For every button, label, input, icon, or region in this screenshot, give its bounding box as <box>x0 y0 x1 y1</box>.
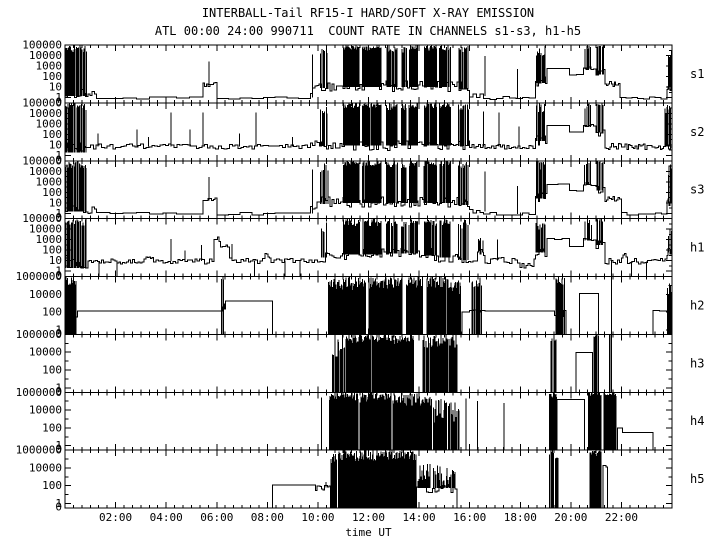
ytick-label-h5-0: 0 <box>55 501 62 514</box>
ytick-label-h5-100: 100 <box>42 479 62 492</box>
ytick-label-s1-1: 1 <box>55 91 62 104</box>
xtick-label-10:00: 10:00 <box>301 511 334 524</box>
ytick-label-h4-1: 1 <box>55 439 62 452</box>
xtick-label-20:00: 20:00 <box>554 511 587 524</box>
figure-title: INTERBALL-Tail RF15-I HARD/SOFT X-RAY EM… <box>201 6 535 20</box>
ytick-label-s1-0: 0 <box>55 95 62 108</box>
ytick-label-h1-100000: 100000 <box>22 212 62 225</box>
ytick-label-h3-10000: 10000 <box>29 346 62 359</box>
panel-label-h5: h5 <box>690 472 704 486</box>
ytick-label-h4-0: 0 <box>55 443 62 456</box>
bursts-h5 <box>330 450 602 508</box>
ytick-label-h1-10: 10 <box>49 254 62 267</box>
xtick-label-16:00: 16:00 <box>453 511 486 524</box>
panel-label-s1: s1 <box>690 67 704 81</box>
panel-label-s2: s2 <box>690 125 704 139</box>
ytick-label-h5-10000: 10000 <box>29 461 62 474</box>
ytick-label-h3-0: 0 <box>55 385 62 398</box>
ytick-label-s1-10000: 10000 <box>29 49 62 62</box>
ytick-label-s2-1: 1 <box>55 149 62 162</box>
figure-subtitle: ATL 00:00 24:00 990711 COUNT RATE IN CHA… <box>154 24 582 38</box>
panel-label-h2: h2 <box>690 298 704 312</box>
ytick-label-s1-100: 100 <box>42 70 62 83</box>
ytick-label-s3-10000: 10000 <box>29 165 62 178</box>
xtick-label-12:00: 12:00 <box>352 511 385 524</box>
panel-label-h1: h1 <box>690 241 704 255</box>
ytick-label-s1-1000: 1000 <box>36 60 63 73</box>
ytick-label-h1-1000: 1000 <box>36 233 63 246</box>
x-axis-title: time UT <box>345 526 392 539</box>
xtick-label-06:00: 06:00 <box>200 511 233 524</box>
ytick-label-h4-1000000: 1000000 <box>16 386 62 399</box>
ytick-label-h1-100: 100 <box>42 244 62 257</box>
ytick-label-h3-1000000: 1000000 <box>16 328 62 341</box>
bursts-s2 <box>65 102 673 153</box>
spikes-s1 <box>208 54 519 99</box>
ytick-label-s1-100000: 100000 <box>22 39 62 52</box>
ytick-label-h5-1000000: 1000000 <box>16 444 62 457</box>
ytick-label-s3-0: 0 <box>55 211 62 224</box>
ytick-label-s2-100000: 100000 <box>22 96 62 109</box>
baseline-s2 <box>65 124 672 152</box>
panel-label-h3: h3 <box>690 356 704 370</box>
ytick-label-h4-100: 100 <box>42 421 62 434</box>
spikes-s2 <box>97 111 520 147</box>
ytick-label-h4-10000: 10000 <box>29 404 62 417</box>
bursts-s3 <box>65 160 672 212</box>
ytick-label-s1-10: 10 <box>49 81 62 94</box>
panel-label-h4: h4 <box>690 414 704 428</box>
xtick-label-22:00: 22:00 <box>605 511 638 524</box>
baseline-h4 <box>65 399 672 451</box>
ytick-label-h1-1: 1 <box>55 265 62 278</box>
ytick-label-s2-0: 0 <box>55 153 62 166</box>
ytick-label-s2-10000: 10000 <box>29 107 62 120</box>
xtick-label-04:00: 04:00 <box>150 511 183 524</box>
spikes-s3 <box>208 169 519 214</box>
ytick-label-h2-1: 1 <box>55 323 62 336</box>
ytick-label-h3-1: 1 <box>55 381 62 394</box>
ytick-label-s2-1000: 1000 <box>36 117 63 130</box>
xtick-label-14:00: 14:00 <box>403 511 436 524</box>
spikes-h4 <box>321 397 505 451</box>
xtick-label-02:00: 02:00 <box>99 511 132 524</box>
bursts-s1 <box>65 45 672 96</box>
ytick-label-s3-1: 1 <box>55 207 62 220</box>
bursts-h4 <box>328 392 617 451</box>
ytick-label-s2-100: 100 <box>42 128 62 141</box>
xtick-label-18:00: 18:00 <box>504 511 537 524</box>
ytick-label-s2-10: 10 <box>49 139 62 152</box>
xtick-label-08:00: 08:00 <box>251 511 284 524</box>
baseline-s3 <box>65 182 672 216</box>
ytick-label-s3-100000: 100000 <box>22 154 62 167</box>
ytick-label-h5-1: 1 <box>55 497 62 510</box>
ytick-label-h2-100: 100 <box>42 306 62 319</box>
bursts-h3 <box>331 334 612 393</box>
ytick-label-s3-100: 100 <box>42 186 62 199</box>
bursts-h2 <box>65 276 673 335</box>
ytick-label-h3-100: 100 <box>42 364 62 377</box>
ytick-label-h2-1000000: 1000000 <box>16 270 62 283</box>
ytick-label-h1-0: 0 <box>55 269 62 282</box>
ytick-label-s3-10: 10 <box>49 196 62 209</box>
baseline-h5 <box>65 464 672 509</box>
ytick-label-s3-1000: 1000 <box>36 175 63 188</box>
ytick-label-h2-10000: 10000 <box>29 288 62 301</box>
spikes-h1 <box>98 239 648 277</box>
ytick-label-h2-0: 0 <box>55 327 62 340</box>
panel-label-s3: s3 <box>690 183 704 197</box>
ytick-label-h1-10000: 10000 <box>29 223 62 236</box>
bursts-h1 <box>65 218 672 269</box>
